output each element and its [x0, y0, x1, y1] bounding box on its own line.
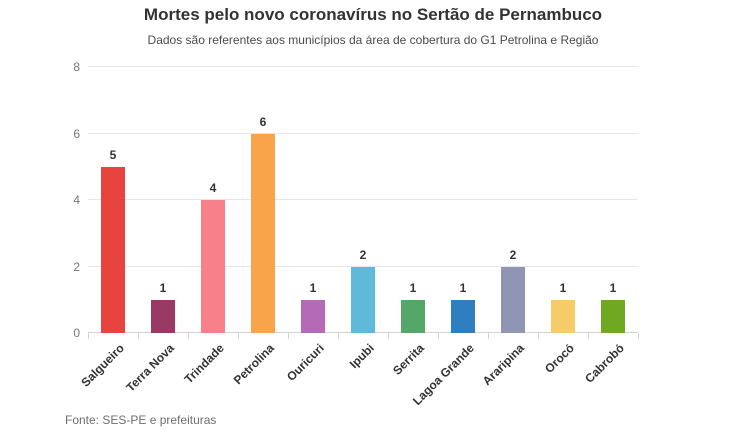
gridline — [88, 132, 638, 134]
gridline — [88, 199, 638, 200]
bar-lagoa-grande[interactable] — [451, 299, 475, 333]
gridline — [88, 265, 638, 267]
axis-tick — [88, 333, 89, 339]
bar-petrolina[interactable] — [251, 133, 275, 333]
y-axis-tick-label: 4 — [73, 193, 80, 207]
bar-trindade[interactable] — [201, 200, 225, 333]
bar-value-label: 4 — [209, 181, 217, 195]
chart-subtitle: Dados são referentes aos municípios da á… — [147, 33, 599, 47]
bar-value-label: 6 — [259, 114, 267, 129]
bar-value-label: 1 — [559, 280, 567, 295]
bar-serrita[interactable] — [401, 299, 425, 333]
bar-salgueiro[interactable] — [101, 166, 125, 333]
bar-value-label: 1 — [309, 280, 317, 295]
axis-tick — [588, 333, 589, 339]
axis-tick — [238, 333, 239, 339]
bar-value-label: 1 — [609, 280, 617, 295]
bar-oroco[interactable] — [551, 299, 575, 333]
chart-title: Mortes pelo novo coronavírus no Sertão d… — [143, 5, 603, 24]
bar-value-label: 2 — [509, 247, 517, 262]
axis-tick — [538, 333, 539, 339]
gridline — [88, 66, 638, 67]
bar-value-label: 1 — [459, 280, 467, 295]
axis-tick — [438, 333, 439, 339]
source-note: Fonte: SES-PE e prefeituras — [65, 413, 217, 427]
y-axis-tick-label: 2 — [73, 259, 80, 274]
axis-tick — [338, 333, 339, 339]
bar-value-label: 1 — [409, 280, 417, 295]
axis-tick — [288, 333, 289, 339]
bar-terra-nova[interactable] — [151, 299, 175, 333]
bar-cabrobo[interactable] — [601, 299, 625, 333]
bar-araripina[interactable] — [501, 266, 525, 333]
y-axis-tick-label: 0 — [73, 326, 80, 340]
y-axis-tick-label: 8 — [73, 60, 80, 74]
bar-ipubi[interactable] — [351, 266, 375, 333]
axis-tick — [638, 333, 639, 339]
axis-tick — [488, 333, 489, 339]
axis-tick — [388, 333, 389, 339]
bar-value-label: 2 — [359, 247, 367, 262]
bar-value-label: 5 — [109, 147, 117, 162]
axis-tick — [138, 333, 139, 339]
bar-ouricuri[interactable] — [301, 299, 325, 333]
bar-value-label: 1 — [159, 280, 167, 295]
axis-tick — [188, 333, 189, 339]
y-axis-tick-label: 6 — [73, 126, 80, 141]
plot-area: 0 2 4 6 8 5 Salgueiro 1 Terra Nova 4 Trindade 6 Petr… — [73, 60, 639, 408]
